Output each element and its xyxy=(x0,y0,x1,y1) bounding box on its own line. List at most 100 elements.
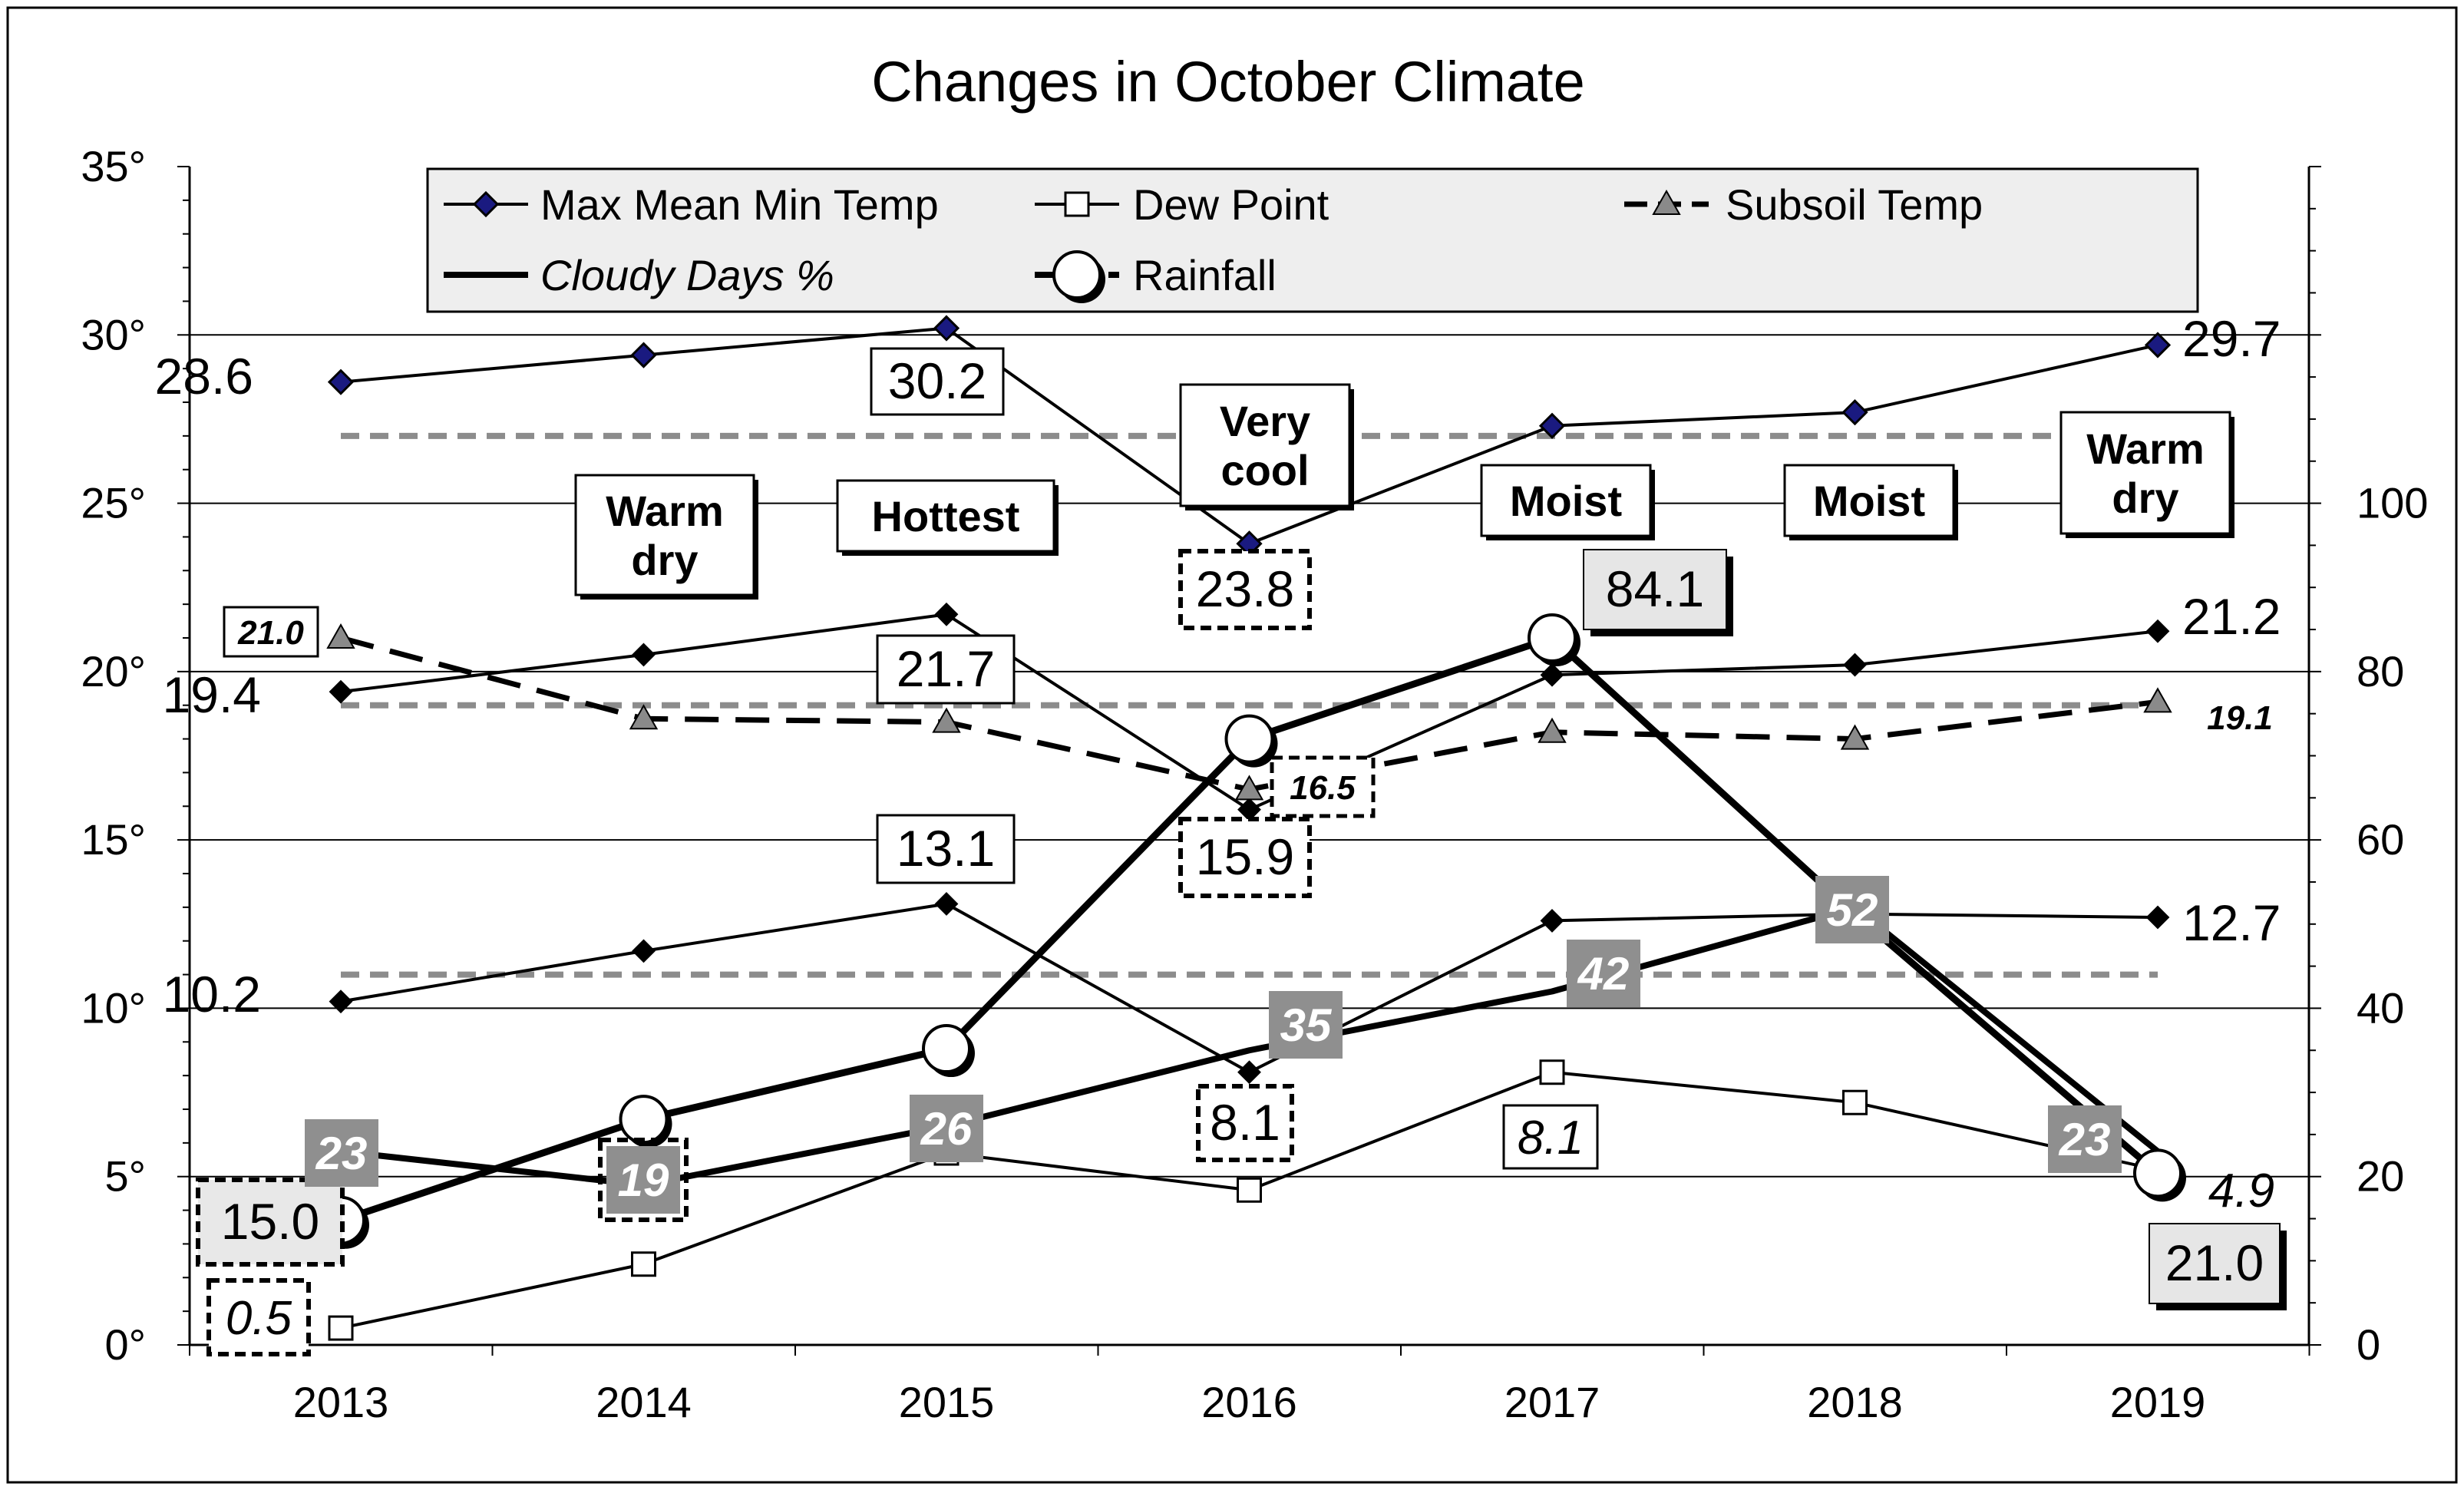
cloudy-badge-value: 23 xyxy=(2059,1114,2111,1165)
min-temp-marker xyxy=(1237,1060,1261,1085)
dew-point-marker xyxy=(1237,1177,1262,1203)
value-label: 19.1 xyxy=(2207,699,2273,737)
value-label: 12.7 xyxy=(2182,894,2281,951)
legend-label: Subsoil Temp xyxy=(1726,180,1983,229)
value-label-box xyxy=(1502,1104,1599,1170)
max-temp-marker xyxy=(2144,332,2172,358)
value-label: 16.5 xyxy=(1290,769,1356,807)
value-label-box xyxy=(1583,549,1727,630)
annotation-box xyxy=(2059,411,2231,535)
value-label: 15.9 xyxy=(1196,828,1294,885)
legend-square-icon xyxy=(1064,191,1090,217)
cloudy-badge-value: 52 xyxy=(1827,884,1878,936)
value-label-box xyxy=(223,606,319,658)
legend-label: Dew Point xyxy=(1133,180,1329,229)
dew-point-marker xyxy=(328,1315,354,1341)
legend-label: Rainfall xyxy=(1133,251,1277,299)
rainfall-marker xyxy=(619,1095,669,1145)
cloudy-badge xyxy=(1815,876,1889,943)
max-temp-marker xyxy=(630,342,657,368)
dew-point-marker xyxy=(1539,1059,1565,1085)
max-temp-marker xyxy=(1538,412,1566,439)
subsoil-temp-marker xyxy=(1840,724,1870,750)
max-temp-marker xyxy=(1841,399,1868,426)
x-tick-label: 2019 xyxy=(2110,1378,2206,1426)
x-tick-label: 2015 xyxy=(899,1378,995,1426)
value-label-box xyxy=(870,347,1005,416)
cloudy-badge xyxy=(305,1119,378,1187)
y-right-tick-label: 80 xyxy=(2357,647,2404,695)
value-label-box xyxy=(1270,755,1376,818)
y-right-tick-label: 100 xyxy=(2357,479,2428,527)
legend-triangle-icon xyxy=(1652,189,1681,215)
mean-temp-marker xyxy=(1540,662,1564,687)
y-left-tick-label: 0° xyxy=(104,1320,146,1369)
cloudy-badge xyxy=(1269,991,1343,1059)
mean-temp-marker xyxy=(2145,619,2170,643)
min-temp-marker xyxy=(2145,905,2170,930)
chart-title: Changes in October Climate xyxy=(871,50,1585,114)
rainfall-marker xyxy=(922,1024,971,1074)
value-label: 15.0 xyxy=(221,1193,319,1250)
value-label: 10.2 xyxy=(163,966,261,1023)
value-label-box xyxy=(876,814,1016,884)
rainfall-marker xyxy=(1224,714,1274,764)
annotation-text: Warm xyxy=(2086,425,2205,473)
y-right-tick-label: 20 xyxy=(2357,1152,2404,1201)
rainfall-marker xyxy=(2133,1148,2182,1198)
annotation-text: Warm xyxy=(606,487,724,535)
max-temp-marker xyxy=(327,368,355,395)
value-label-box xyxy=(196,1178,345,1267)
subsoil-temp-marker xyxy=(629,704,659,730)
y-left-tick-label: 5° xyxy=(104,1152,146,1201)
y-right-tick-label: 40 xyxy=(2357,983,2404,1032)
y-left-tick-label: 30° xyxy=(81,310,146,358)
annotation-text: dry xyxy=(2112,474,2178,522)
annotation-text: Moist xyxy=(1813,477,1925,525)
x-tick-label: 2013 xyxy=(293,1378,389,1426)
annotation-text: Very xyxy=(1220,397,1310,445)
value-label: 0.5 xyxy=(226,1292,292,1345)
value-label: 84.1 xyxy=(1606,560,1704,617)
subsoil-temp-marker xyxy=(2143,687,2172,713)
annotation-text: Hottest xyxy=(872,492,1020,540)
min-temp-marker xyxy=(329,989,353,1014)
annotation-text: cool xyxy=(1220,446,1309,494)
annotation-box xyxy=(1179,383,1351,507)
value-label: 4.9 xyxy=(2208,1165,2274,1217)
mean-temp-marker xyxy=(934,602,959,626)
x-tick-label: 2014 xyxy=(596,1378,692,1426)
min-temp-marker xyxy=(1540,908,1564,933)
annotation-box xyxy=(1783,464,1955,537)
value-label-box xyxy=(1196,1084,1294,1162)
y-left-tick-label: 25° xyxy=(81,479,146,527)
dew-point-marker xyxy=(1842,1089,1868,1115)
value-label: 8.1 xyxy=(1518,1112,1584,1165)
legend-diamond-icon xyxy=(472,190,500,218)
legend-label: Cloudy Days % xyxy=(540,251,834,299)
cloudy-badge-value: 19 xyxy=(618,1155,669,1206)
min-temp-marker xyxy=(934,892,959,916)
y-left-tick-label: 35° xyxy=(81,142,146,190)
annotation-box xyxy=(836,479,1055,553)
x-tick-label: 2018 xyxy=(1807,1378,1903,1426)
annotation-box xyxy=(574,474,755,596)
value-label: 28.6 xyxy=(155,348,253,405)
mean-temp-marker xyxy=(1843,652,1867,677)
value-label-box xyxy=(876,634,1016,705)
value-label-box xyxy=(2149,1223,2281,1304)
mean-temp-marker xyxy=(329,679,353,704)
subsoil-temp-marker xyxy=(326,623,355,649)
cloudy-badge xyxy=(606,1146,680,1214)
value-label: 21.0 xyxy=(2165,1234,2264,1291)
legend-label: Max Mean Min Temp xyxy=(540,180,939,229)
cloudy-badge-outline xyxy=(598,1138,689,1222)
value-label: 30.2 xyxy=(888,352,986,409)
value-label: 19.4 xyxy=(163,666,261,723)
value-label-box xyxy=(1178,549,1312,630)
legend-box xyxy=(426,167,2199,313)
cloudy-badge xyxy=(1567,940,1640,1007)
max-temp-marker xyxy=(933,315,960,342)
y-left-tick-label: 20° xyxy=(81,647,146,695)
annotation-text: dry xyxy=(631,536,698,584)
